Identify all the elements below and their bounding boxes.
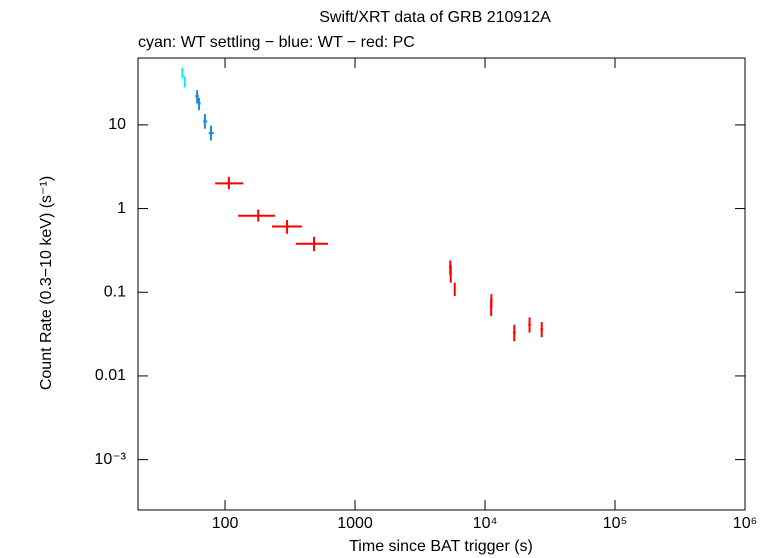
- x-tick-label: 10⁴: [473, 515, 498, 532]
- y-axis-label: Count Rate (0.3−10 keV) (s⁻¹): [38, 176, 55, 390]
- y-tick-label: 1: [117, 200, 126, 217]
- x-tick-label: 1000: [337, 515, 373, 532]
- plot-frame: [137, 57, 746, 511]
- y-tick-label: 10⁻³: [94, 451, 126, 468]
- y-tick-label: 0.01: [95, 367, 126, 384]
- y-tick-label: 0.1: [104, 283, 126, 300]
- x-tick-label: 10⁵: [603, 515, 627, 532]
- x-axis-label: Time since BAT trigger (s): [349, 538, 533, 555]
- y-tick-label: 10: [108, 116, 126, 133]
- chart-subtitle: cyan: WT settling − blue: WT − red: PC: [138, 34, 415, 51]
- chart-title: Swift/XRT data of GRB 210912A: [319, 9, 551, 26]
- x-tick-label: 10⁶: [733, 515, 757, 532]
- x-tick-label: 100: [212, 515, 239, 532]
